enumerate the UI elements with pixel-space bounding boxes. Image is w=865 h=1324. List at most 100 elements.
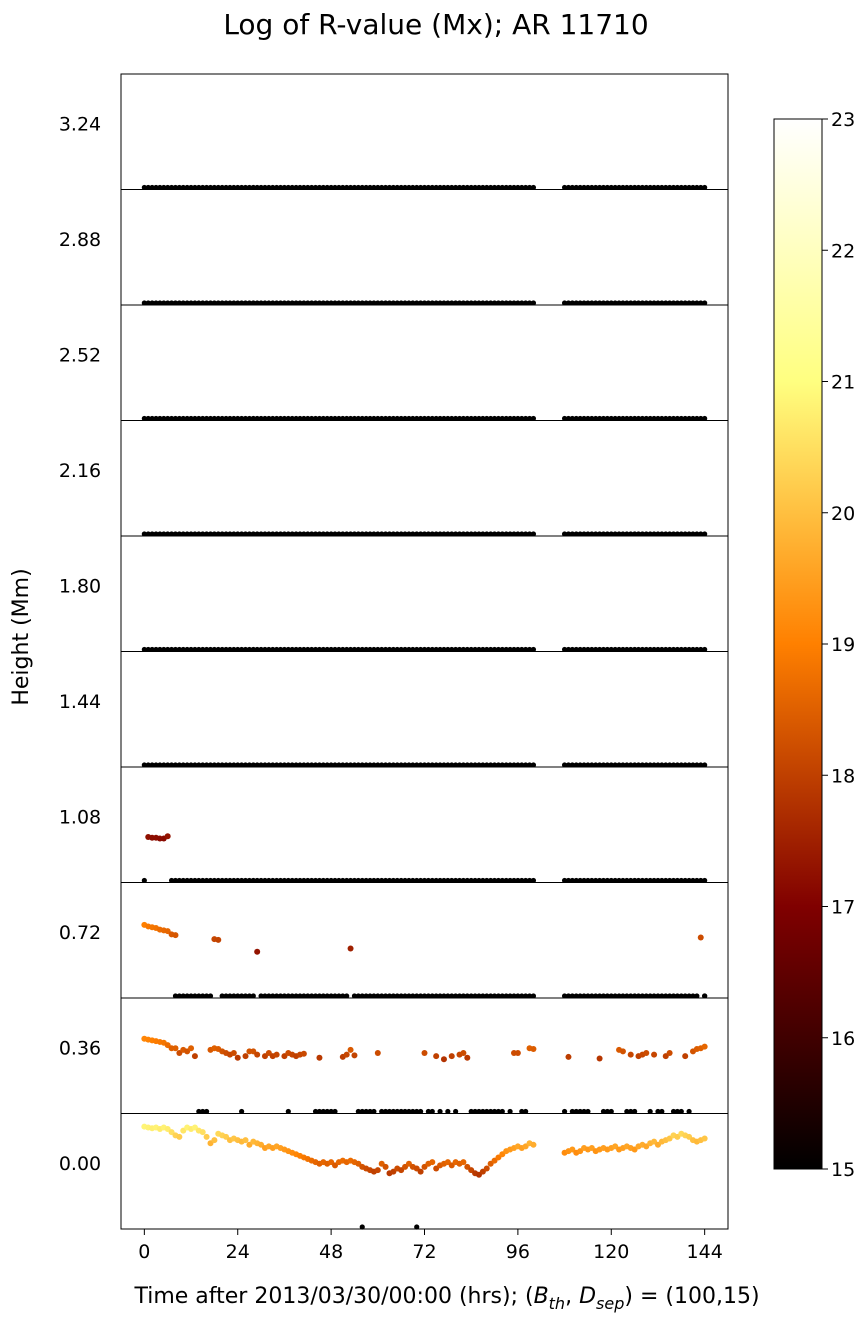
baseline-point — [351, 531, 358, 537]
baseline-point — [351, 993, 358, 999]
baseline-point — [398, 646, 404, 653]
colorbar-tick-label: 20 — [831, 503, 855, 525]
baseline-point — [242, 762, 249, 768]
baseline-point — [682, 531, 688, 537]
baseline-point — [363, 300, 369, 306]
data-point — [211, 1137, 218, 1144]
baseline-point — [593, 415, 599, 422]
baseline-point — [635, 877, 642, 884]
baseline-point — [503, 762, 509, 768]
baseline-point — [223, 184, 229, 191]
baseline-point — [258, 993, 264, 999]
baseline-point — [149, 184, 155, 191]
baseline-point — [589, 646, 595, 653]
baseline-point — [456, 762, 463, 768]
baseline-point — [266, 300, 272, 306]
baseline-point — [437, 300, 443, 306]
baseline-point — [239, 531, 245, 537]
baseline-point — [379, 1108, 385, 1115]
baseline-point — [406, 300, 412, 306]
baseline-point — [484, 762, 490, 768]
baseline-point — [573, 531, 579, 537]
baseline-point — [192, 415, 198, 422]
baseline-point — [211, 184, 217, 191]
baseline-point — [577, 184, 583, 191]
baseline-point — [324, 1108, 330, 1115]
baseline-point — [686, 762, 692, 768]
baseline-point — [456, 531, 463, 537]
baseline-point — [635, 646, 642, 653]
data-point — [374, 1049, 381, 1056]
baseline-point — [418, 646, 424, 653]
baseline-point — [608, 415, 614, 422]
baseline-point — [227, 762, 233, 768]
baseline-point — [651, 993, 657, 999]
baseline-point — [161, 646, 167, 653]
baseline-point — [433, 762, 439, 768]
baseline-point — [472, 300, 478, 306]
panel-frame — [120, 882, 729, 999]
baseline-point — [628, 531, 634, 537]
baseline-point — [429, 646, 435, 653]
baseline-point — [344, 415, 350, 422]
baseline-point — [359, 300, 365, 306]
baseline-point — [207, 300, 214, 306]
baseline-point — [686, 184, 692, 191]
baseline-point — [647, 531, 653, 537]
baseline-point — [382, 300, 389, 306]
baseline-point — [402, 993, 408, 999]
baseline-point — [165, 415, 171, 422]
baseline-point — [165, 300, 171, 306]
baseline-point — [204, 993, 210, 999]
baseline-point — [526, 184, 533, 191]
baseline-point — [561, 300, 568, 306]
height-tick-label: 0.72 — [59, 922, 101, 944]
baseline-point — [227, 877, 233, 884]
baseline-point — [441, 646, 447, 653]
baseline-point — [526, 762, 533, 768]
baseline-point — [480, 415, 486, 422]
baseline-point — [289, 993, 295, 999]
baseline-point — [320, 762, 326, 768]
baseline-point — [157, 531, 163, 537]
baseline-point — [235, 877, 241, 884]
baseline-point — [250, 762, 256, 768]
baseline-point — [612, 646, 618, 653]
baseline-point — [394, 300, 400, 306]
data-point — [619, 1048, 626, 1055]
baseline-point — [663, 415, 669, 422]
baseline-point — [663, 184, 669, 191]
baseline-point — [647, 184, 653, 191]
baseline-point — [620, 300, 626, 306]
baseline-point — [480, 1108, 486, 1115]
baseline-point — [593, 762, 599, 768]
baseline-point — [386, 415, 393, 422]
baseline-point — [161, 184, 167, 191]
baseline-point — [398, 300, 404, 306]
baseline-point — [600, 531, 607, 537]
baseline-point — [227, 993, 233, 999]
baseline-point — [464, 646, 470, 653]
baseline-point — [476, 415, 482, 422]
baseline-point — [414, 415, 420, 422]
baseline-point — [453, 993, 459, 999]
baseline-point — [239, 762, 245, 768]
baseline-point — [670, 1108, 677, 1115]
baseline-point — [293, 184, 299, 191]
baseline-point — [277, 300, 284, 306]
baseline-point — [421, 184, 428, 191]
baseline-point — [702, 184, 708, 191]
baseline-point — [418, 1108, 424, 1115]
baseline-point — [274, 993, 280, 999]
baseline-point — [406, 1108, 412, 1115]
baseline-point — [289, 184, 295, 191]
baseline-point — [565, 762, 572, 768]
x-label-part: sep — [596, 1294, 624, 1313]
baseline-point — [390, 646, 396, 653]
baseline-point — [491, 184, 498, 191]
baseline-point — [270, 762, 276, 768]
baseline-point — [270, 184, 276, 191]
baseline-point — [651, 646, 657, 653]
baseline-point — [320, 993, 326, 999]
